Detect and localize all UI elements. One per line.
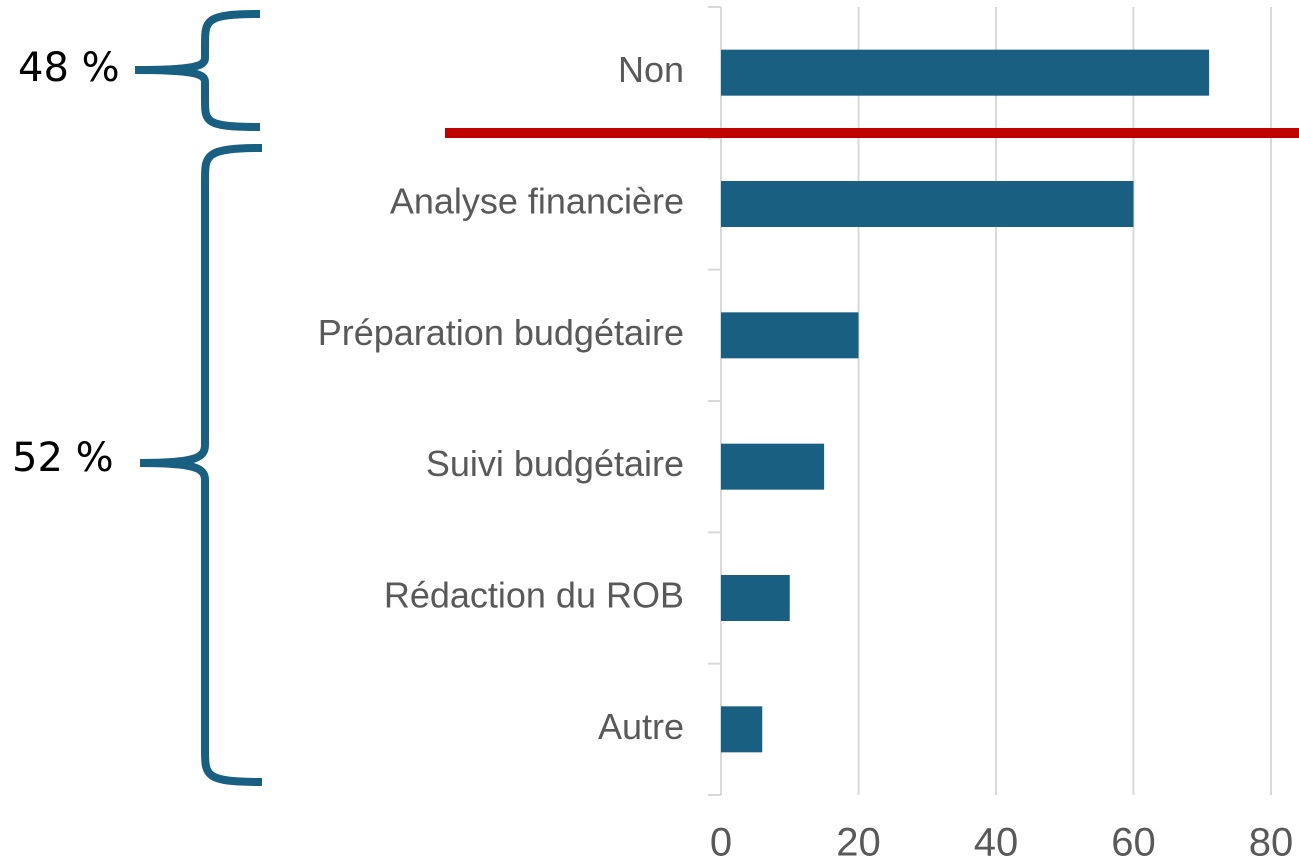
- annotation: 52 %: [12, 435, 114, 481]
- bar: [721, 706, 763, 753]
- brace: [134, 10, 261, 131]
- x-tick-label: 20: [836, 821, 881, 865]
- x-tick-label: 60: [1111, 821, 1156, 865]
- bar: [721, 312, 859, 359]
- x-tick-label: 40: [974, 821, 1019, 865]
- x-tick-label: 80: [1249, 821, 1294, 865]
- y-tick-label: Préparation budgétaire: [318, 312, 684, 353]
- plot: 0 20 40 60 80 Non Analyse financière Préparatio…: [318, 6, 1294, 865]
- y-tick-label: Non: [618, 49, 684, 90]
- y-tick-label: Rédaction du ROB: [384, 575, 684, 616]
- bar: [721, 49, 1210, 96]
- y-tick-label: Suivi budgétaire: [426, 443, 684, 484]
- brace: [139, 144, 263, 786]
- annotation: 48 %: [18, 45, 120, 91]
- x-tick-label: 0: [710, 821, 732, 865]
- y-tick-label: Autre: [598, 706, 684, 747]
- bar: [721, 181, 1134, 227]
- y-tick-label: Analyse financière: [390, 181, 684, 222]
- bar: [721, 575, 790, 621]
- bar: [721, 443, 825, 490]
